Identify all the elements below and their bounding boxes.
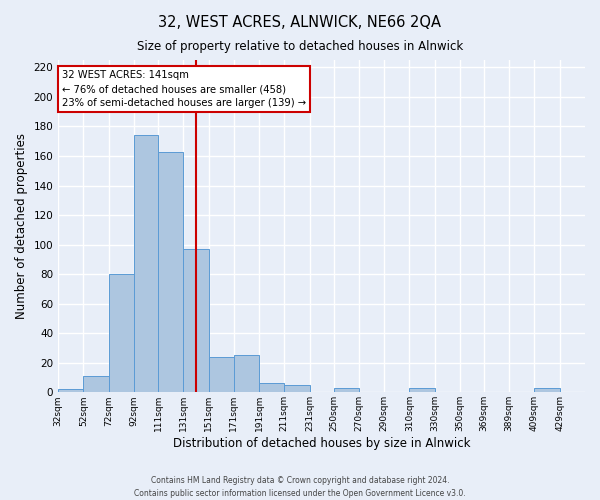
Bar xyxy=(334,388,359,392)
Bar xyxy=(58,390,83,392)
Text: Size of property relative to detached houses in Alnwick: Size of property relative to detached ho… xyxy=(137,40,463,53)
Bar xyxy=(109,274,134,392)
Bar xyxy=(259,384,284,392)
Bar xyxy=(234,356,259,393)
Text: Contains HM Land Registry data © Crown copyright and database right 2024.
Contai: Contains HM Land Registry data © Crown c… xyxy=(134,476,466,498)
Y-axis label: Number of detached properties: Number of detached properties xyxy=(15,133,28,319)
Bar xyxy=(284,385,310,392)
Bar xyxy=(183,249,209,392)
Bar xyxy=(409,388,434,392)
Text: 32, WEST ACRES, ALNWICK, NE66 2QA: 32, WEST ACRES, ALNWICK, NE66 2QA xyxy=(158,15,442,30)
Bar xyxy=(209,357,234,392)
Bar xyxy=(158,152,183,392)
Text: 32 WEST ACRES: 141sqm
← 76% of detached houses are smaller (458)
23% of semi-det: 32 WEST ACRES: 141sqm ← 76% of detached … xyxy=(62,70,306,108)
X-axis label: Distribution of detached houses by size in Alnwick: Distribution of detached houses by size … xyxy=(173,437,470,450)
Bar xyxy=(83,376,109,392)
Bar xyxy=(134,136,158,392)
Bar xyxy=(535,388,560,392)
